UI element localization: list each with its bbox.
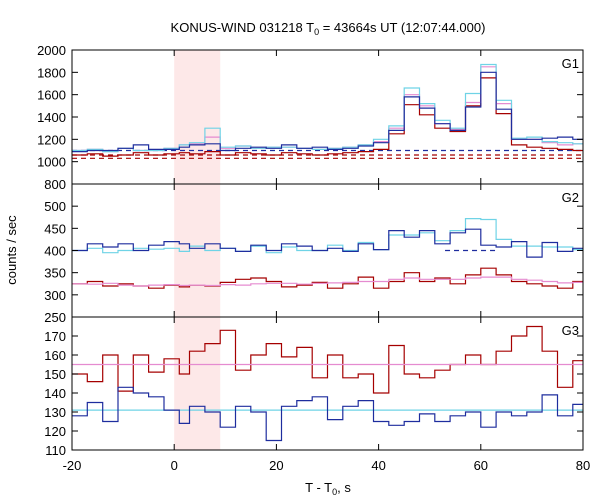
- y-tick-label: 800: [44, 177, 66, 192]
- series-g3-3: [72, 386, 583, 442]
- x-axis-label: T - T0, s: [305, 480, 351, 497]
- y-tick-label: 140: [44, 386, 66, 401]
- series-g2-0: [72, 267, 583, 289]
- y-tick-label: 400: [44, 244, 66, 259]
- panel-frame-g3: [71, 316, 584, 451]
- chart-title: KONUS-WIND 031218 T0 = 43664s UT (12:07:…: [171, 20, 486, 37]
- y-tick-label: 120: [44, 424, 66, 439]
- y-tick-label: 250: [44, 310, 66, 325]
- panel-label-g3: G3: [562, 323, 579, 338]
- y-tick-label: 150: [44, 367, 66, 382]
- y-tick-label: 350: [44, 266, 66, 281]
- y-tick-label: 1800: [37, 65, 66, 80]
- panel-g1-data: [72, 63, 583, 159]
- x-tick-label: -20: [63, 458, 82, 473]
- y-tick-label: 450: [44, 221, 66, 236]
- y-tick-label: 170: [44, 329, 66, 344]
- panel-g3-data: [72, 325, 583, 442]
- y-tick-label: 130: [44, 405, 66, 420]
- x-tick-label: 20: [269, 458, 283, 473]
- y-tick-label: 1200: [37, 132, 66, 147]
- series-g1-3: [72, 71, 583, 153]
- x-tick-label: 0: [171, 458, 178, 473]
- y-tick-label: 110: [45, 443, 66, 458]
- x-tick-label: 60: [474, 458, 488, 473]
- y-tick-label: 500: [44, 199, 66, 214]
- y-axis-label: counts / sec: [4, 215, 19, 285]
- y-tick-label: 300: [44, 288, 66, 303]
- y-tick-label: 1400: [37, 110, 66, 125]
- y-tick-label: 1000: [37, 155, 66, 170]
- series-g3-0: [72, 325, 583, 394]
- series-g2-3: [72, 228, 583, 258]
- panel-label-g2: G2: [562, 190, 579, 205]
- series-g2-1: [72, 276, 583, 287]
- x-tick-label: 80: [576, 458, 590, 473]
- y-tick-label: 1600: [37, 88, 66, 103]
- panel-g2-data: [72, 218, 583, 289]
- y-tick-label: 2000: [37, 43, 66, 58]
- x-tick-label: 40: [371, 458, 385, 473]
- y-tick-label: 160: [44, 348, 66, 363]
- panel-frame-g1: [71, 49, 584, 185]
- panel-label-g1: G1: [562, 56, 579, 71]
- series-g1-2: [72, 63, 583, 153]
